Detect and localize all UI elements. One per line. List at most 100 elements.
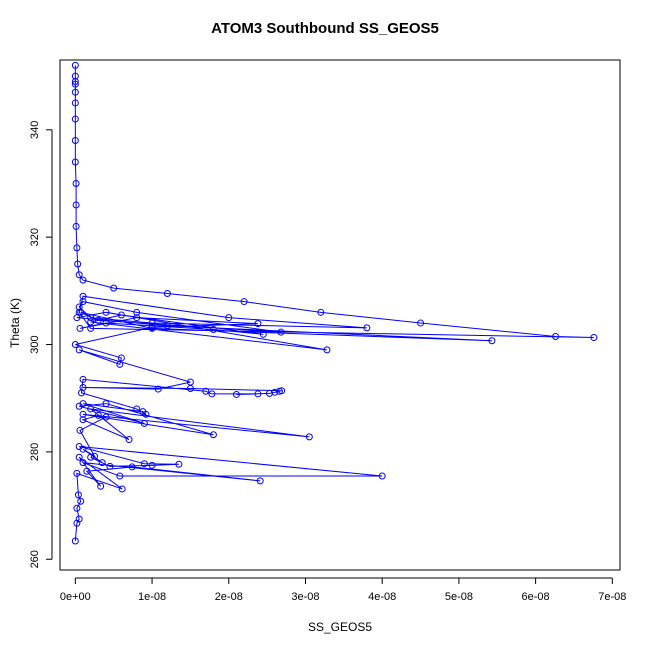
data-point [259,330,267,338]
x-tick-label: 1e-08 [138,591,166,603]
data-point [317,308,325,316]
data-point [77,308,85,316]
data-point [209,431,217,439]
data-point [232,390,240,398]
y-tick-label: 320 [29,228,41,246]
data-point [94,316,102,324]
data-point [73,469,81,477]
data-point [83,467,91,475]
x-axis: 0e+00 1e-08 2e-08 3e-08 4e-08 5e-08 6e-08 7e-08 [60,577,626,603]
chart-title: ATOM3 Southbound SS_GEOS5 [211,20,439,37]
data-point [202,387,210,395]
data-point [102,319,110,327]
data-point [72,201,80,209]
y-tick-label: 280 [29,443,41,461]
data-point [73,519,81,527]
data-point [133,308,141,316]
data-point [75,402,83,410]
data-point [72,179,80,187]
data-point [417,319,425,327]
data-point [87,314,95,322]
x-tick-label: 4e-08 [368,591,396,603]
data-point [98,459,106,467]
data-point [74,491,82,499]
data-point [71,80,79,88]
data-point [140,460,148,468]
data-point [275,387,283,395]
data-point [87,405,95,413]
data-point [74,260,82,268]
data-point [225,314,233,322]
data-point [71,61,79,69]
data-point [97,482,105,490]
x-tick-label: 7e-08 [598,591,626,603]
y-tick-label: 260 [29,550,41,568]
data-point [102,413,110,421]
data-point [102,308,110,316]
data-point [125,436,133,444]
data-point [77,389,85,397]
data-point [110,284,118,292]
data-point [209,325,217,333]
data-point [71,99,79,107]
data-point [552,332,560,340]
data-point [148,461,156,469]
x-tick-label: 3e-08 [291,591,319,603]
data-point [133,405,141,413]
x-tick-label: 5e-08 [445,591,473,603]
data-point [163,322,171,330]
data-point [488,337,496,345]
data-point [87,453,95,461]
data-point [254,320,262,328]
data-point [76,426,84,434]
data-point [79,298,87,306]
data-point [116,472,124,480]
data-point [378,472,386,480]
data-point [154,385,162,393]
data-point [75,271,83,279]
data-point [265,389,273,397]
data-point [71,137,79,145]
data-point [79,292,87,300]
data-point [71,115,79,123]
data-point [79,410,87,418]
data-point [75,453,83,461]
data-point [71,77,79,85]
data-point [87,318,95,326]
series-line [74,65,594,542]
x-tick-label: 0e+00 [60,591,91,603]
data-point [79,416,87,424]
data-point [91,452,99,460]
data-point [363,324,371,332]
data-point [139,408,147,416]
data-point [128,463,136,471]
data-point [116,360,124,368]
plot-frame [59,59,621,571]
data-point [106,462,114,470]
data-point [71,341,79,349]
y-axis: 260 280 300 320 340 [29,121,53,568]
data-point [323,346,331,354]
data-point [71,537,79,545]
data-point [256,477,264,485]
data-point [79,375,87,383]
y-tick-label: 340 [29,121,41,139]
data-point [277,328,285,336]
data-point [163,290,171,298]
data-point [71,88,79,96]
data-point [79,459,87,467]
data-point [117,311,125,319]
data-point [102,400,110,408]
data-point [71,158,79,166]
data-point [186,385,194,393]
data-point [240,298,248,306]
data-point [75,443,83,451]
data-point [73,314,81,322]
data-point [75,346,83,354]
y-tick-label: 300 [29,335,41,353]
data-point [305,433,313,441]
x-tick-label: 6e-08 [522,591,550,603]
data-point [133,314,141,322]
data-point [254,390,262,398]
